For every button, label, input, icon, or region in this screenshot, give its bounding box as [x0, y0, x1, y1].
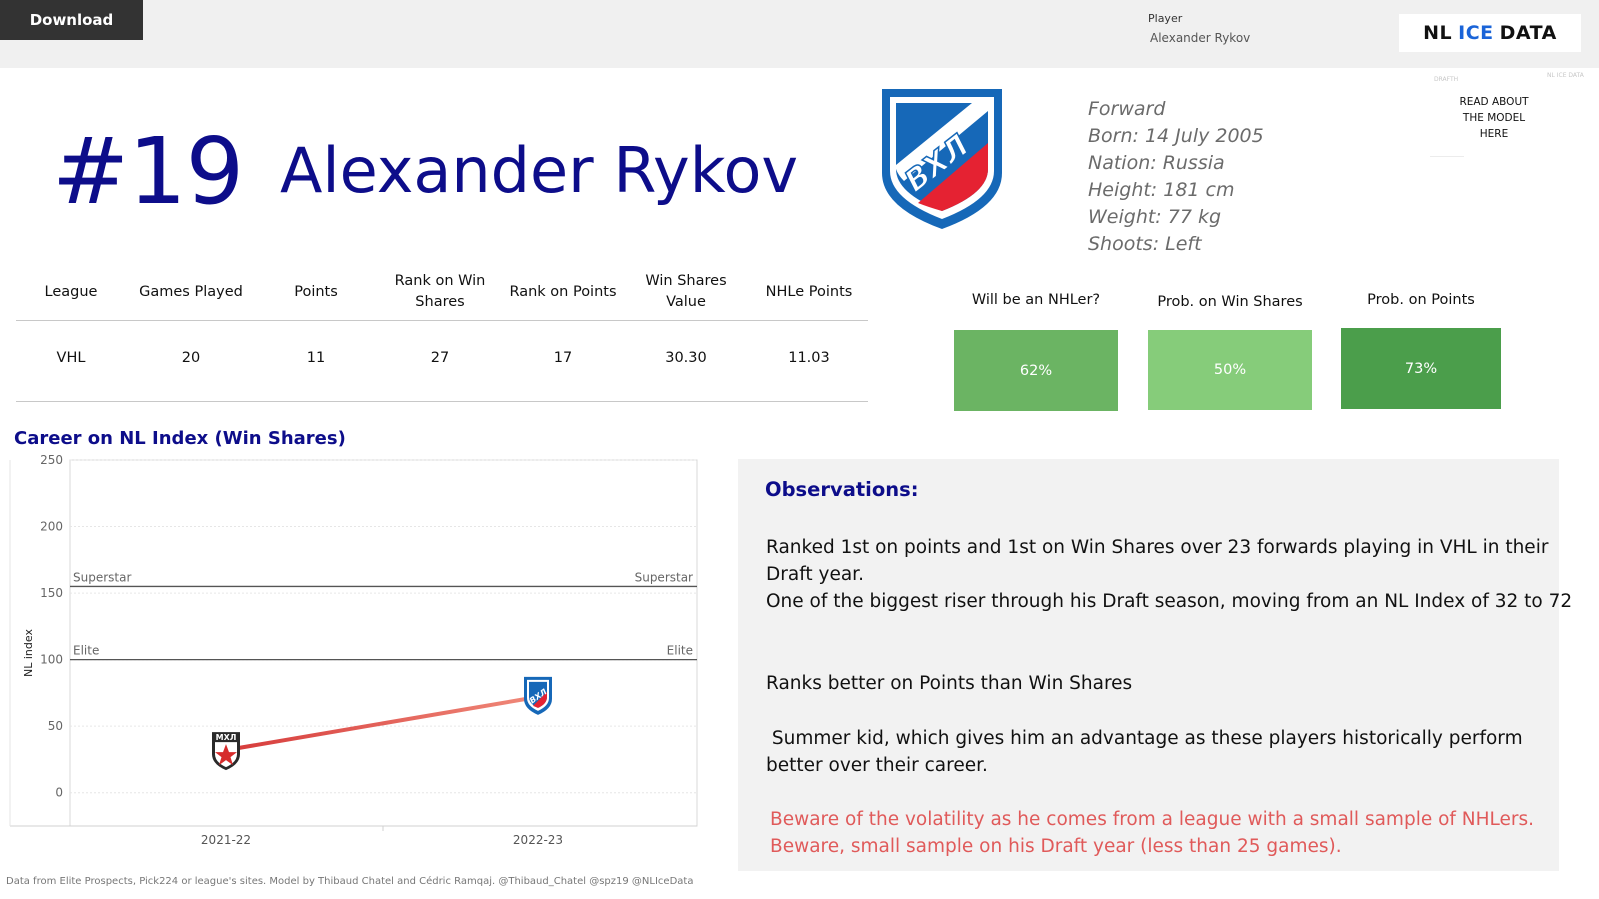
- y-tick-label: 100: [40, 653, 63, 667]
- brand-part2: ICE: [1458, 22, 1494, 44]
- prob-win-shares-value: 50%: [1213, 362, 1247, 378]
- warning-1: Beware of the volatility as he comes fro…: [770, 809, 1535, 830]
- y-tick-label: 150: [40, 586, 63, 600]
- stats-cell: VHL: [56, 350, 86, 366]
- stats-col-header: Points: [294, 283, 338, 300]
- brand-logo: NL ICE DATA: [1399, 14, 1581, 52]
- chart-title: Career on NL Index (Win Shares): [14, 428, 346, 449]
- brand-part1: NL: [1423, 22, 1453, 44]
- vhl-logo: ВХЛ: [524, 676, 552, 715]
- jersey-number: #19: [52, 118, 244, 225]
- stats-cell: 11.03: [788, 350, 830, 366]
- prob-points-title: Prob. on Points: [1367, 292, 1475, 308]
- stats-col-header: Rank on Points: [509, 283, 617, 300]
- prob-win-shares-title: Prob. on Win Shares: [1157, 294, 1303, 310]
- bio-shoots: Shoots: Left: [1088, 233, 1202, 255]
- stats-cell: 27: [430, 350, 450, 366]
- stats-table: League Games Played Points Rank on Win S…: [16, 266, 868, 398]
- vhl-logo: ВХЛ: [882, 89, 1002, 229]
- bio-weight: Weight: 77 kg: [1088, 206, 1222, 228]
- top-bar: [0, 0, 1599, 68]
- reference-label-right: Superstar: [635, 570, 693, 584]
- stats-col-header: Games Played: [139, 283, 243, 300]
- ghost-label-right: NL ICE DATA: [1547, 72, 1584, 79]
- download-button[interactable]: Download: [0, 0, 143, 40]
- stats-col-header: League: [44, 283, 98, 300]
- reference-label-right: Elite: [667, 644, 693, 658]
- prob-nhler-value: 62%: [1019, 362, 1053, 379]
- observation-4a: Summer kid, which gives him an advantage…: [766, 728, 1523, 749]
- y-tick-label: 200: [40, 520, 63, 534]
- stats-cell: 11: [306, 350, 326, 366]
- player-bio: Forward Born: 14 July 2005 Nation: Russi…: [1088, 96, 1264, 258]
- player-name: Alexander Rykov: [280, 134, 799, 207]
- series-line: [224, 694, 540, 753]
- model-link-line3[interactable]: HERE: [1479, 128, 1509, 140]
- x-tick-label: 2021-22: [201, 833, 251, 847]
- prob-points-value: 73%: [1404, 360, 1438, 377]
- observation-4b: better over their career.: [766, 755, 988, 776]
- footer-credits: Data from Elite Prospects, Pick224 or le…: [6, 876, 694, 887]
- stats-col-header: Win Shares Value: [645, 273, 727, 310]
- y-tick-label: 0: [55, 786, 63, 800]
- prob-win-shares: Prob. on Win Shares 50%: [1148, 292, 1312, 412]
- warning-2: Beware, small sample on his Draft year (…: [770, 836, 1342, 857]
- prob-win-shares-box: 50%: [1148, 330, 1312, 410]
- bio-height: Height: 181 cm: [1088, 179, 1235, 201]
- chart-canvas: 250 200 150 100 50 0 NL index Superstar Supersta…: [9, 453, 698, 847]
- stats-cell: 17: [553, 350, 573, 366]
- observation-3: Ranks better on Points than Win Shares: [766, 673, 1133, 694]
- table-header-divider: [16, 320, 868, 321]
- prob-nhler: Will be an NHLer? 62%: [954, 292, 1118, 412]
- model-link-line2[interactable]: THE MODEL: [1462, 112, 1526, 124]
- table-bottom-divider: [16, 401, 868, 402]
- reference-label-left: Elite: [73, 644, 99, 658]
- player-filter-label: Player: [1148, 12, 1183, 25]
- mhl-logo: МХЛ: [212, 732, 240, 771]
- reference-label-left: Superstar: [73, 570, 131, 584]
- bio-born: Born: 14 July 2005: [1088, 125, 1264, 147]
- observation-1b: Draft year.: [766, 564, 864, 585]
- brand-part3: DATA: [1499, 22, 1557, 44]
- observations-heading: Observations:: [765, 478, 919, 501]
- model-link-line1[interactable]: READ ABOUT: [1459, 96, 1529, 108]
- observation-2: One of the biggest riser through his Dra…: [766, 591, 1573, 612]
- player-filter[interactable]: Player Alexander Rykov: [1148, 12, 1250, 45]
- career-chart: 250 200 150 100 50 0 NL index Superstar Supersta…: [0, 450, 700, 870]
- prob-nhler-title: Will be an NHLer?: [971, 292, 1101, 308]
- player-filter-value[interactable]: Alexander Rykov: [1150, 31, 1251, 45]
- prob-nhler-box: 62%: [954, 330, 1118, 411]
- prob-points: Prob. on Points 73%: [1341, 292, 1501, 412]
- read-about-model-link[interactable]: READ ABOUT THE MODEL HERE: [1424, 94, 1564, 142]
- ghost-divider: [1430, 156, 1464, 157]
- table-row: VHL 20 11 27 17 30.30 11.03: [16, 318, 868, 398]
- svg-text:МХЛ: МХЛ: [216, 733, 237, 742]
- stats-cell: 30.30: [665, 350, 707, 366]
- observations-panel: [738, 459, 1559, 871]
- plot-frame: [69, 459, 698, 827]
- stats-col-header: Rank on Win Shares: [394, 273, 486, 310]
- x-tick-label: 2022-23: [513, 833, 563, 847]
- stats-col-header: NHLe Points: [765, 283, 853, 300]
- stats-header-row: League Games Played Points Rank on Win S…: [16, 266, 868, 318]
- y-tick-label: 250: [40, 453, 63, 467]
- ghost-label-left: DRAFTH: [1434, 76, 1459, 83]
- prob-points-box: 73%: [1341, 328, 1501, 409]
- y-axis-label: NL index: [22, 629, 35, 677]
- bio-position: Forward: [1088, 98, 1166, 120]
- y-tick-label: 50: [48, 719, 63, 733]
- bio-nation: Nation: Russia: [1088, 152, 1225, 174]
- stats-cell: 20: [181, 350, 201, 366]
- observation-1a: Ranked 1st on points and 1st on Win Shar…: [766, 537, 1549, 558]
